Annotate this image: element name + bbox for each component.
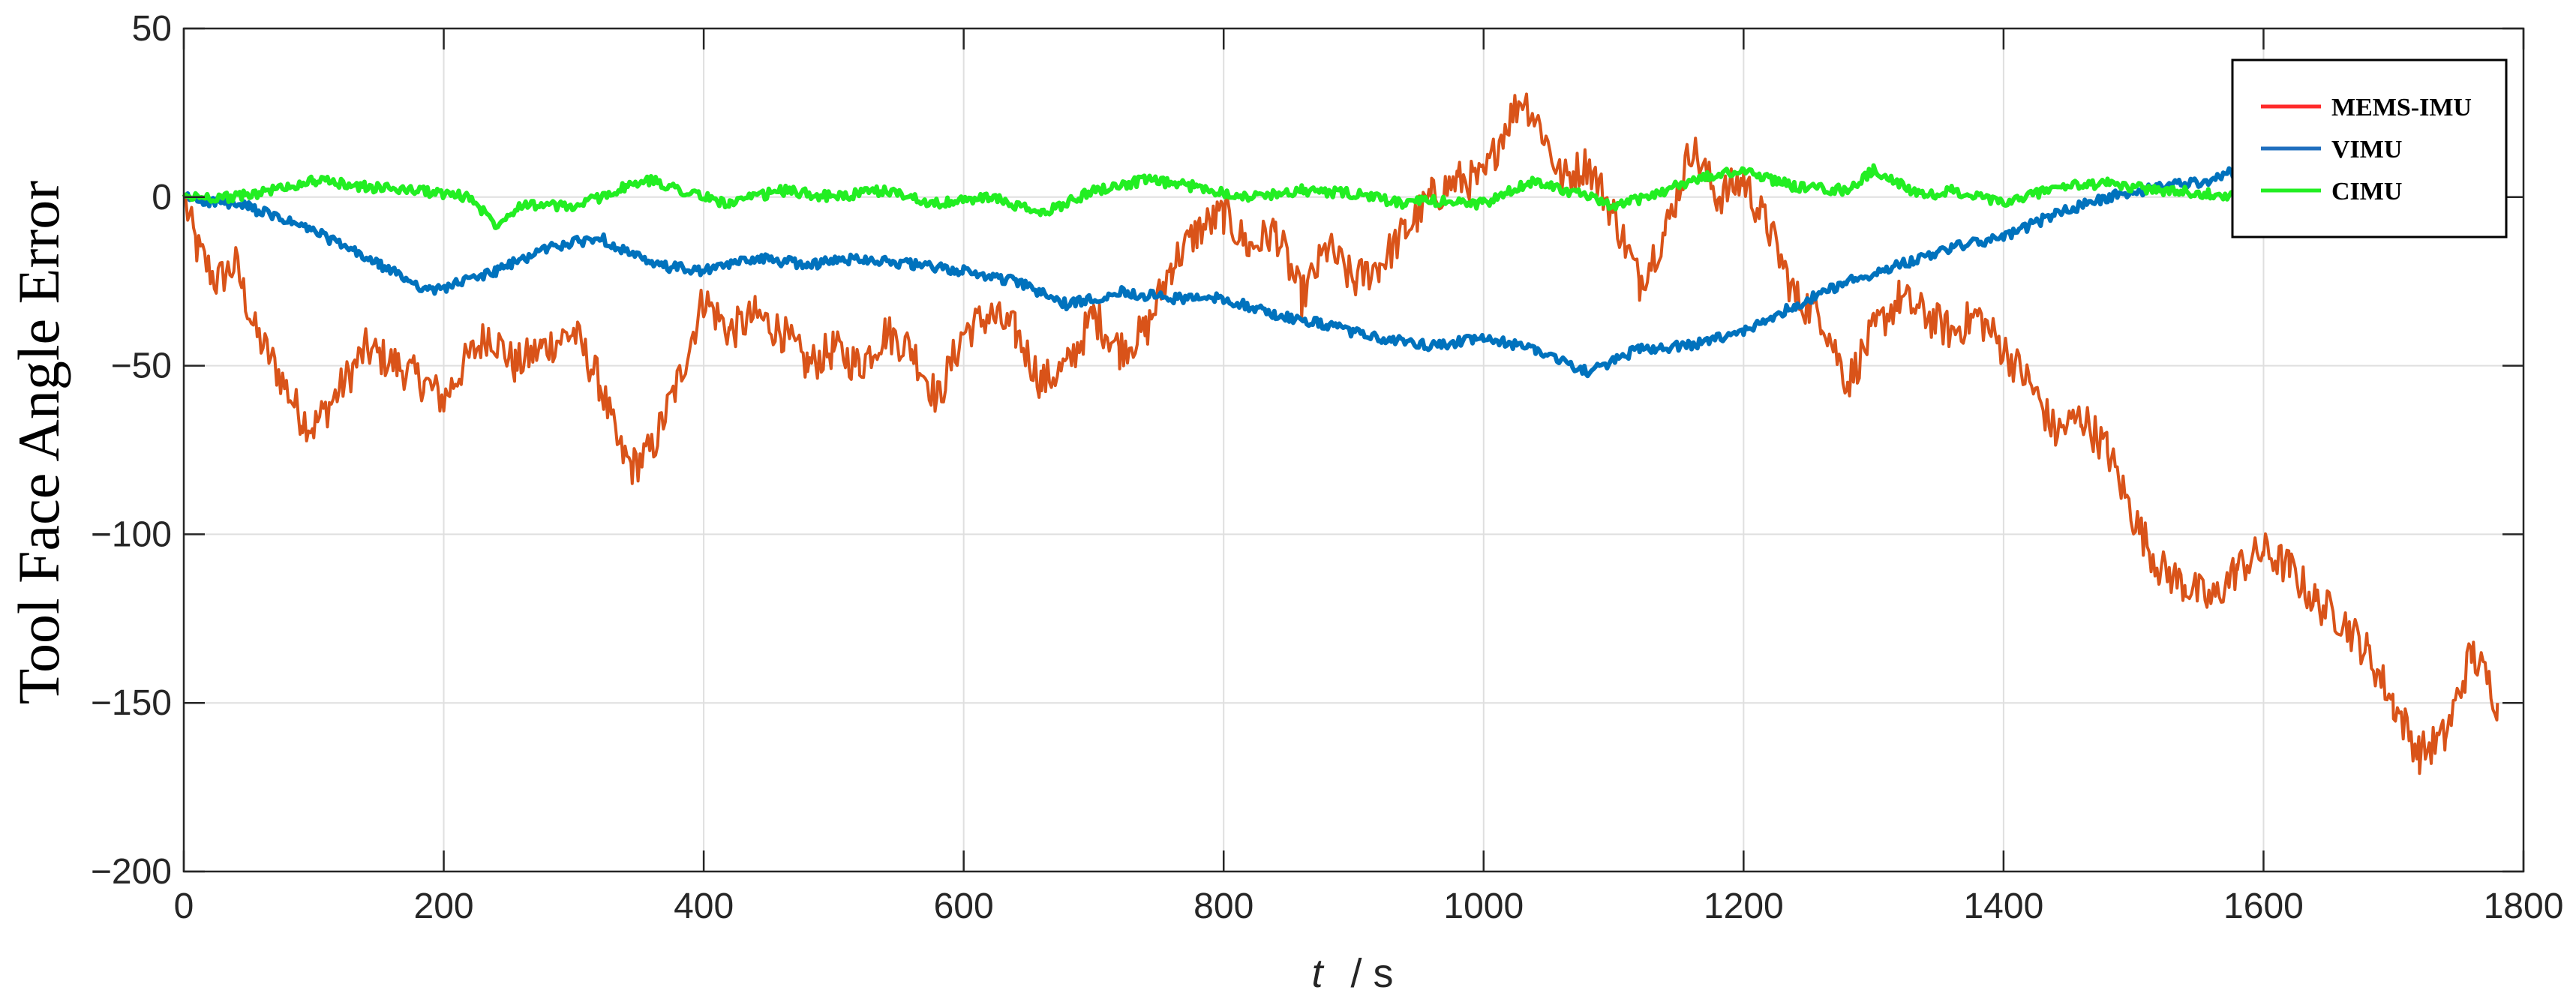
y-tick-label: −150 <box>91 683 172 723</box>
x-axis-label-variable: t <box>1311 951 1324 996</box>
tick-labels: 0 200 400 600 800 1000 1200 1400 1600 1800 50 0 −50 −… <box>91 9 2564 926</box>
y-tick-label: 0 <box>152 178 172 218</box>
legend: MEMS-IMU VIMU CIMU <box>2231 58 2508 238</box>
grid <box>183 28 2524 872</box>
y-tick-label: 50 <box>132 9 172 49</box>
x-axis-label-unit: / s <box>1351 951 1394 996</box>
series-line-mems-imu <box>182 92 2499 776</box>
x-tick-label: 1200 <box>1704 886 1784 926</box>
x-tick-label: 1600 <box>2223 886 2304 926</box>
x-tick-label: 200 <box>414 886 474 926</box>
series-lines <box>182 92 2499 776</box>
series-line-vimu <box>182 165 2239 379</box>
x-axis-label: t / s <box>1311 951 1393 996</box>
axes-frame <box>182 27 2525 873</box>
y-tick-label: −50 <box>111 346 172 386</box>
x-tick-label: 400 <box>674 886 734 926</box>
x-tick-label: 1000 <box>1443 886 1524 926</box>
legend-label-vimu: VIMU <box>2331 136 2402 164</box>
x-tick-label: 800 <box>1193 886 1253 926</box>
y-axis-label: Tool Face Angle Error <box>6 181 71 705</box>
legend-label-cimu: CIMU <box>2331 178 2402 206</box>
legend-label-mems-imu: MEMS-IMU <box>2331 94 2472 122</box>
y-tick-label: −200 <box>91 852 172 892</box>
x-tick-label: 600 <box>934 886 994 926</box>
x-tick-label: 0 <box>174 886 194 926</box>
plot-frame <box>182 27 2525 873</box>
x-tick-label: 1400 <box>1963 886 2043 926</box>
y-tick-label: −100 <box>91 514 172 554</box>
series-line-cimu <box>182 163 2266 230</box>
x-tick-label: 1800 <box>2484 886 2564 926</box>
